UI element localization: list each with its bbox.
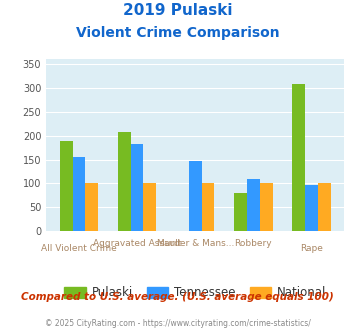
Bar [143, 183, 156, 231]
Bar [131, 144, 143, 231]
Text: Rape: Rape [300, 244, 323, 252]
Bar [85, 183, 98, 231]
Bar [234, 193, 247, 231]
Bar [118, 132, 131, 231]
Text: Violent Crime Comparison: Violent Crime Comparison [76, 26, 279, 40]
Bar [60, 141, 72, 231]
Bar [189, 161, 202, 231]
Bar [72, 157, 85, 231]
Bar [293, 84, 305, 231]
Text: All Violent Crime: All Violent Crime [41, 244, 117, 252]
Bar [247, 179, 260, 231]
Text: Aggravated Assault: Aggravated Assault [93, 239, 181, 248]
Text: Murder & Mans...: Murder & Mans... [157, 239, 234, 248]
Bar [260, 183, 273, 231]
Bar [202, 183, 214, 231]
Bar [305, 185, 318, 231]
Legend: Pulaski, Tennessee, National: Pulaski, Tennessee, National [60, 281, 331, 304]
Text: 2019 Pulaski: 2019 Pulaski [123, 3, 232, 18]
Text: © 2025 CityRating.com - https://www.cityrating.com/crime-statistics/: © 2025 CityRating.com - https://www.city… [45, 319, 310, 328]
Text: Compared to U.S. average. (U.S. average equals 100): Compared to U.S. average. (U.S. average … [21, 292, 334, 302]
Text: Robbery: Robbery [235, 239, 272, 248]
Bar [318, 183, 331, 231]
